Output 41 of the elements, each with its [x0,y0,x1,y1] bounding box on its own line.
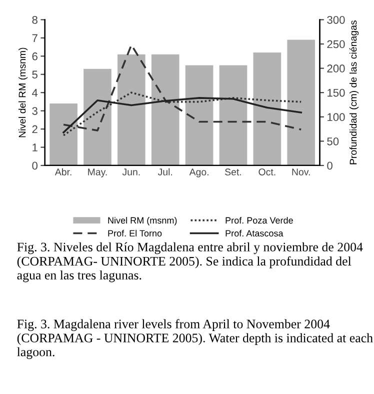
bar [219,65,248,166]
y2-tick-label: 200 [327,64,345,72]
y2-tick-label: 100 [328,113,345,122]
bar [253,52,282,166]
y-tick-label: 8 [32,16,38,24]
y-tick-label: 2 [32,125,38,134]
caption: Fig. 3. Niveles del Río Magdalena entre abril y noviembre de 2004 (CORPAMAG- UNINORTE 2005). Se indica la profundidad del agua en las tres lagunas. [17,242,363,282]
y2-tick-label: 0 [327,162,332,170]
legend-label: Prof. Poza Verde [226,216,293,224]
y-tick-label: 7 [32,34,38,42]
x-tick-label: Abr. [54,168,72,176]
y-tick-label: 0 [32,162,38,170]
bar [84,68,112,166]
y2-tick-label: 250 [327,40,345,48]
x-tick-label: Jul. [158,168,172,176]
x-tick-label: Set. [225,168,241,176]
y-axis-title: Nivel del RM (msnm) [18,48,28,138]
y2-tick-label: 50 [327,137,339,146]
bar [50,104,78,166]
line-series [62,97,302,134]
bar [118,54,146,166]
legend-label: Prof. El Torno [108,230,162,237]
y-tick-label: 1 [32,144,38,152]
x-tick-label: Nov. [292,168,310,176]
y2-axis-title: Profundidad (cm) de las ciénagas [349,20,359,164]
x-tick-label: Jun. [122,168,140,176]
x-tick-label: Ago. [189,168,208,178]
y2-tick-label: 300 [327,16,345,24]
y-tick-label: 5 [32,70,38,79]
y2-tick-label: 150 [328,88,345,97]
x-tick-label: May. [88,168,107,178]
x-tick-label: Oct. [258,168,276,176]
y-tick-label: 4 [32,88,38,97]
y-tick-label: 3 [32,107,38,115]
y-tick-label: 6 [32,52,38,60]
bar [151,54,180,166]
bar [185,65,214,166]
caption: Fig. 3. Magdalena river levels from April to November 2004 (CORPAMAG - UNINORTE 2005). Water depth is indicated at each lagoon. [17,319,373,359]
bar [287,40,316,166]
legend-label: Prof. Atascosa [226,230,284,237]
legend-label: Nivel RM (msnm) [108,216,177,226]
